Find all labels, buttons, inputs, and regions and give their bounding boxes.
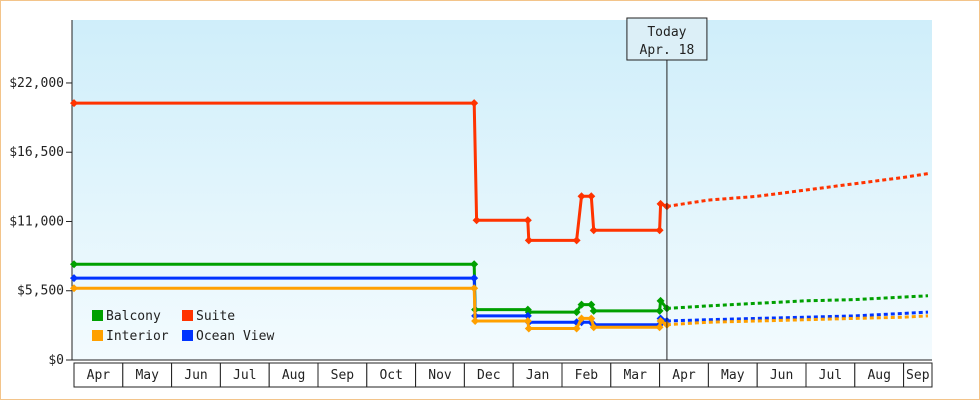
x-month-cell	[659, 362, 709, 388]
data-point-balcony	[587, 300, 596, 309]
x-tick-label: Sep	[906, 368, 930, 383]
x-tick-label: Jun	[184, 368, 207, 383]
legend-swatch-suite	[182, 310, 193, 321]
x-tick-label: Jul	[819, 368, 842, 383]
data-point-interior	[471, 316, 480, 325]
x-month-cell	[219, 362, 270, 388]
data-point-balcony	[655, 306, 664, 315]
data-point-interior	[572, 324, 581, 333]
x-month-cell	[756, 362, 807, 388]
data-point-interior	[656, 316, 665, 325]
x-month-cell	[463, 362, 514, 388]
data-point-ocean-view	[523, 311, 532, 320]
data-point-suite	[524, 236, 533, 245]
x-tick-label: Sep	[331, 368, 355, 383]
data-point-suite	[470, 99, 479, 108]
x-tick-label: Jan	[526, 368, 549, 383]
legend-swatch-balcony	[92, 310, 103, 321]
series-layer	[70, 99, 929, 333]
data-point-balcony	[470, 260, 479, 269]
x-tick-label: May	[721, 368, 745, 383]
y-tick-label: $5,500	[17, 284, 64, 299]
legend-label-balcony: Balcony	[106, 309, 161, 324]
x-month-cell	[73, 362, 124, 388]
data-point-suite	[655, 226, 664, 235]
x-tick-label: Dec	[477, 368, 500, 383]
y-tick-label: $0	[48, 353, 64, 368]
x-tick-label: Nov	[428, 368, 452, 383]
today-marker: Today Apr. 18	[626, 17, 708, 360]
x-tick-label: Aug	[867, 368, 890, 383]
x-month-cell	[512, 362, 563, 388]
data-point-balcony	[70, 260, 78, 269]
data-point-interior	[524, 324, 533, 333]
data-point-balcony	[589, 306, 598, 315]
x-month-cell	[268, 362, 319, 388]
data-point-ocean-view	[470, 274, 479, 283]
today-label-line2: Apr. 18	[640, 43, 695, 58]
data-point-suite	[587, 192, 596, 201]
data-point-interior	[523, 316, 532, 325]
data-point-interior	[577, 314, 586, 323]
x-month-cell	[707, 362, 758, 388]
data-point-suite	[656, 199, 665, 208]
legend-label-ocean-view: Ocean View	[196, 329, 274, 344]
x-month-cell	[415, 362, 465, 388]
x-tick-label: Jul	[233, 368, 256, 383]
data-point-interior	[470, 284, 479, 293]
x-axis: Apr May Jun Jul Aug Sep Oct Nov Dec Jan Feb Mar Apr M…	[72, 359, 933, 388]
data-point-suite	[589, 226, 598, 235]
x-tick-label: Jun	[770, 368, 793, 383]
data-point-interior	[655, 323, 664, 332]
data-point-suite	[572, 236, 581, 245]
data-point-interior	[587, 314, 596, 323]
x-tick-label: Apr	[87, 368, 111, 383]
data-point-suite	[70, 99, 78, 108]
data-point-ocean-view	[70, 274, 78, 283]
data-point-interior	[70, 284, 78, 293]
data-point-suite	[472, 216, 481, 225]
x-tick-label: May	[135, 368, 159, 383]
x-month-cell	[610, 362, 661, 388]
x-tick-label: Feb	[575, 368, 599, 383]
x-month-cell	[171, 362, 221, 388]
legend-swatch-ocean-view	[182, 330, 193, 341]
today-label-box	[626, 17, 708, 61]
x-month-cell	[805, 362, 856, 388]
x-month-cell	[854, 362, 905, 388]
legend-label-suite: Suite	[196, 309, 235, 324]
x-month-cell	[903, 362, 933, 388]
series-line-suite	[74, 101, 668, 242]
data-point-balcony	[656, 296, 665, 305]
x-month-cell	[366, 362, 417, 388]
x-tick-label: Aug	[282, 368, 305, 383]
x-tick-label: Mar	[623, 368, 647, 383]
series-projection-suite	[666, 172, 929, 208]
x-month-cell	[317, 362, 368, 388]
y-axis: $0 $5,500 $11,000 $16,500 $22,000	[9, 20, 73, 368]
plot-area	[72, 20, 932, 360]
x-month-cell	[122, 362, 173, 388]
data-point-suite	[523, 216, 532, 225]
legend-label-interior: Interior	[106, 329, 169, 344]
data-point-suite	[577, 192, 586, 201]
x-tick-label: Apr	[672, 368, 696, 383]
data-point-interior	[589, 323, 598, 332]
x-tick-label: Oct	[379, 368, 402, 383]
y-tick-label: $16,500	[9, 145, 64, 160]
today-label-line1: Today	[647, 25, 686, 40]
data-point-balcony	[577, 300, 586, 309]
data-point-balcony	[572, 308, 581, 317]
y-tick-label: $11,000	[9, 214, 64, 229]
legend: Balcony Suite Interior Ocean View	[92, 309, 274, 344]
legend-swatch-interior	[92, 330, 103, 341]
y-tick-label: $22,000	[9, 76, 64, 91]
